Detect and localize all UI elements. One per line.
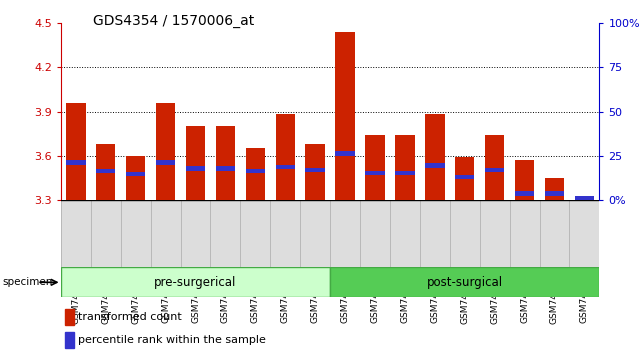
Bar (306, 144, 325, 200)
Bar (96, 144, 115, 200)
Bar (66, 160, 86, 165)
Bar (306, 167, 325, 172)
Bar (395, 135, 415, 200)
Bar (395, 171, 415, 175)
Bar (455, 157, 474, 200)
Bar (575, 195, 594, 200)
Bar (515, 191, 535, 195)
Bar (66, 103, 86, 200)
Text: pre-surgerical: pre-surgerical (154, 276, 237, 289)
Bar (425, 114, 445, 200)
Bar (545, 178, 564, 200)
Bar (96, 169, 115, 173)
Bar (455, 175, 474, 179)
Bar (156, 103, 176, 200)
Bar (246, 148, 265, 200)
Text: percentile rank within the sample: percentile rank within the sample (78, 335, 266, 346)
Bar (215, 126, 235, 200)
Bar (335, 32, 355, 200)
Bar (335, 151, 355, 156)
Text: GDS4354 / 1570006_at: GDS4354 / 1570006_at (93, 14, 254, 28)
Bar (246, 169, 265, 173)
Bar (485, 135, 504, 200)
Bar (575, 197, 594, 200)
Bar (365, 135, 385, 200)
Bar (365, 171, 385, 175)
Bar (545, 191, 564, 195)
Text: specimen: specimen (2, 277, 53, 287)
Bar (330, 267, 599, 297)
Bar (485, 167, 504, 172)
Text: post-surgical: post-surgical (427, 276, 503, 289)
Bar (65, 309, 74, 325)
Bar (186, 126, 205, 200)
Bar (126, 172, 146, 176)
Text: transformed count: transformed count (78, 312, 182, 322)
Bar (126, 156, 146, 200)
Bar (425, 163, 445, 167)
Bar (65, 332, 74, 348)
Bar (515, 160, 535, 200)
Bar (61, 267, 330, 297)
Bar (276, 114, 295, 200)
Bar (276, 165, 295, 169)
Bar (215, 166, 235, 171)
Bar (156, 160, 176, 165)
Bar (186, 166, 205, 171)
